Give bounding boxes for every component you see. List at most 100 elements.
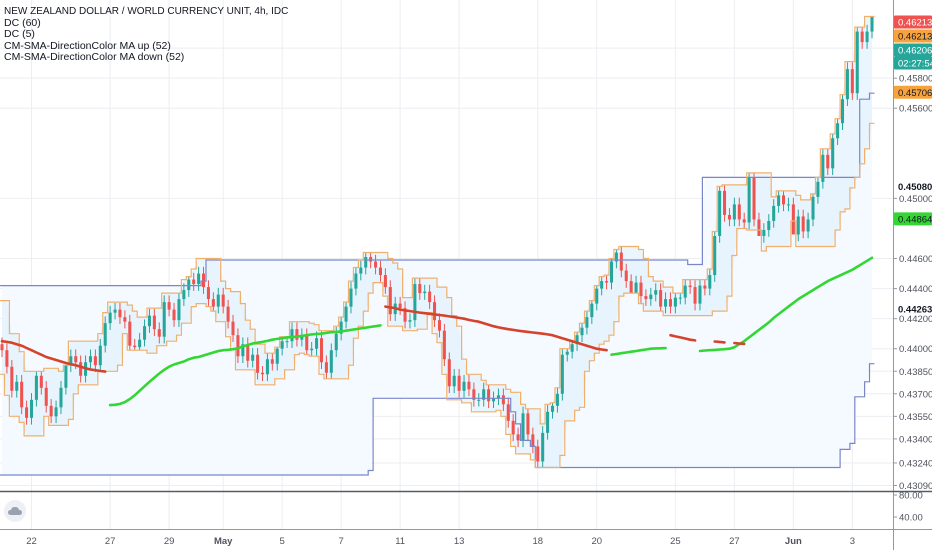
price-tag: 0.46213: [894, 15, 932, 29]
price-tag-label: 0.45080: [898, 182, 932, 193]
candle: [801, 209, 805, 239]
candle-body: [467, 381, 471, 390]
candle-body: [118, 309, 122, 318]
candle-body: [329, 350, 333, 373]
candle: [668, 292, 672, 314]
time-axis[interactable]: 22 27 29 May 5 7 11 13 18 20 25 27 Jun 3: [26, 536, 855, 547]
symbol-title[interactable]: NEW ZEALAND DOLLAR / WORLD CURRENCY UNIT…: [4, 6, 289, 17]
candle-body: [423, 291, 427, 294]
candle-body: [560, 354, 564, 394]
candle: [565, 348, 569, 362]
candle-body: [870, 16, 874, 32]
candle-body: [496, 395, 500, 399]
candle-body: [128, 321, 132, 346]
tradingview-cloud-icon[interactable]: [4, 500, 26, 522]
price-tag-label: 0.44263: [898, 305, 932, 316]
cloud-icon: [8, 507, 22, 515]
candle: [782, 190, 786, 212]
candle: [496, 388, 500, 406]
price-tag: 0.44263: [894, 302, 932, 316]
candle-body: [506, 404, 510, 421]
legend-ma-down[interactable]: CM-SMA-DirectionColor MA down (52): [4, 51, 185, 63]
candle: [531, 427, 535, 454]
candle-body: [359, 267, 363, 274]
candle: [260, 365, 265, 382]
candle-body: [639, 282, 643, 297]
candle: [79, 355, 83, 383]
price-tick-label: 0.43700: [899, 389, 932, 400]
time-tick-label: 25: [670, 536, 681, 547]
candle: [349, 281, 353, 314]
candle-body: [20, 381, 24, 408]
candle: [526, 408, 530, 442]
candle: [816, 177, 820, 204]
candle-body: [723, 190, 727, 215]
candle-body: [590, 303, 594, 318]
candle: [202, 266, 206, 294]
ma-down-line: [0, 305, 746, 373]
candle-body: [403, 308, 407, 322]
candle-body: [290, 329, 294, 342]
candle: [546, 405, 550, 440]
candle-body: [836, 123, 840, 139]
ma-up-line: [108, 256, 874, 407]
candle: [614, 249, 618, 269]
candle: [708, 269, 712, 296]
price-tag-label: 0.44864: [898, 214, 932, 225]
candle: [300, 328, 304, 347]
price-tick-label: 0.43090: [899, 481, 932, 492]
candle: [138, 332, 142, 351]
legend-dc60[interactable]: DC (60): [4, 16, 41, 29]
candle-body: [624, 270, 628, 282]
candle: [172, 302, 176, 327]
price-tag-label: 0.46213: [898, 18, 932, 29]
candle: [678, 293, 682, 305]
candle: [20, 375, 24, 415]
price-tag-bg: [894, 15, 932, 29]
candle: [354, 267, 358, 296]
candle: [305, 328, 309, 355]
candle: [457, 369, 461, 398]
candle-body: [806, 219, 810, 232]
candle: [634, 275, 638, 294]
candle-body: [413, 284, 417, 321]
candle-body: [344, 306, 348, 322]
candle: [477, 393, 481, 407]
candle-body: [202, 273, 206, 288]
candle-body: [511, 420, 515, 435]
candle-body: [536, 446, 540, 462]
candle-body: [654, 290, 658, 295]
candle: [664, 292, 668, 314]
candle-body: [462, 381, 466, 391]
time-tick-label: 27: [729, 536, 740, 547]
candle-body: [428, 291, 432, 303]
candle: [383, 268, 387, 294]
candle: [511, 414, 515, 442]
candle: [339, 317, 343, 341]
candle: [280, 336, 284, 356]
legend-dc5[interactable]: DC (5): [4, 28, 35, 40]
candle: [44, 381, 48, 413]
candle: [698, 279, 702, 311]
candle: [536, 439, 540, 468]
candle-body: [187, 279, 191, 291]
candle: [187, 276, 191, 297]
candle-body: [447, 359, 451, 387]
candle-body: [791, 204, 795, 235]
candle-body: [74, 356, 78, 363]
candle-body: [472, 389, 476, 400]
candle: [555, 387, 559, 413]
candle-body: [285, 341, 289, 343]
candle: [290, 322, 294, 348]
candle: [256, 347, 260, 380]
price-axis[interactable]: 0.460000.458000.456000.450000.446000.444…: [893, 0, 932, 550]
legend-ma-up[interactable]: CM-SMA-DirectionColor MA up (52): [4, 39, 171, 52]
candle-body: [718, 190, 722, 236]
candle: [693, 280, 697, 311]
candle-body: [727, 214, 731, 220]
candle-body: [310, 348, 314, 351]
lower-pane: 80.00 40.00: [0, 491, 932, 530]
candle: [870, 16, 874, 39]
